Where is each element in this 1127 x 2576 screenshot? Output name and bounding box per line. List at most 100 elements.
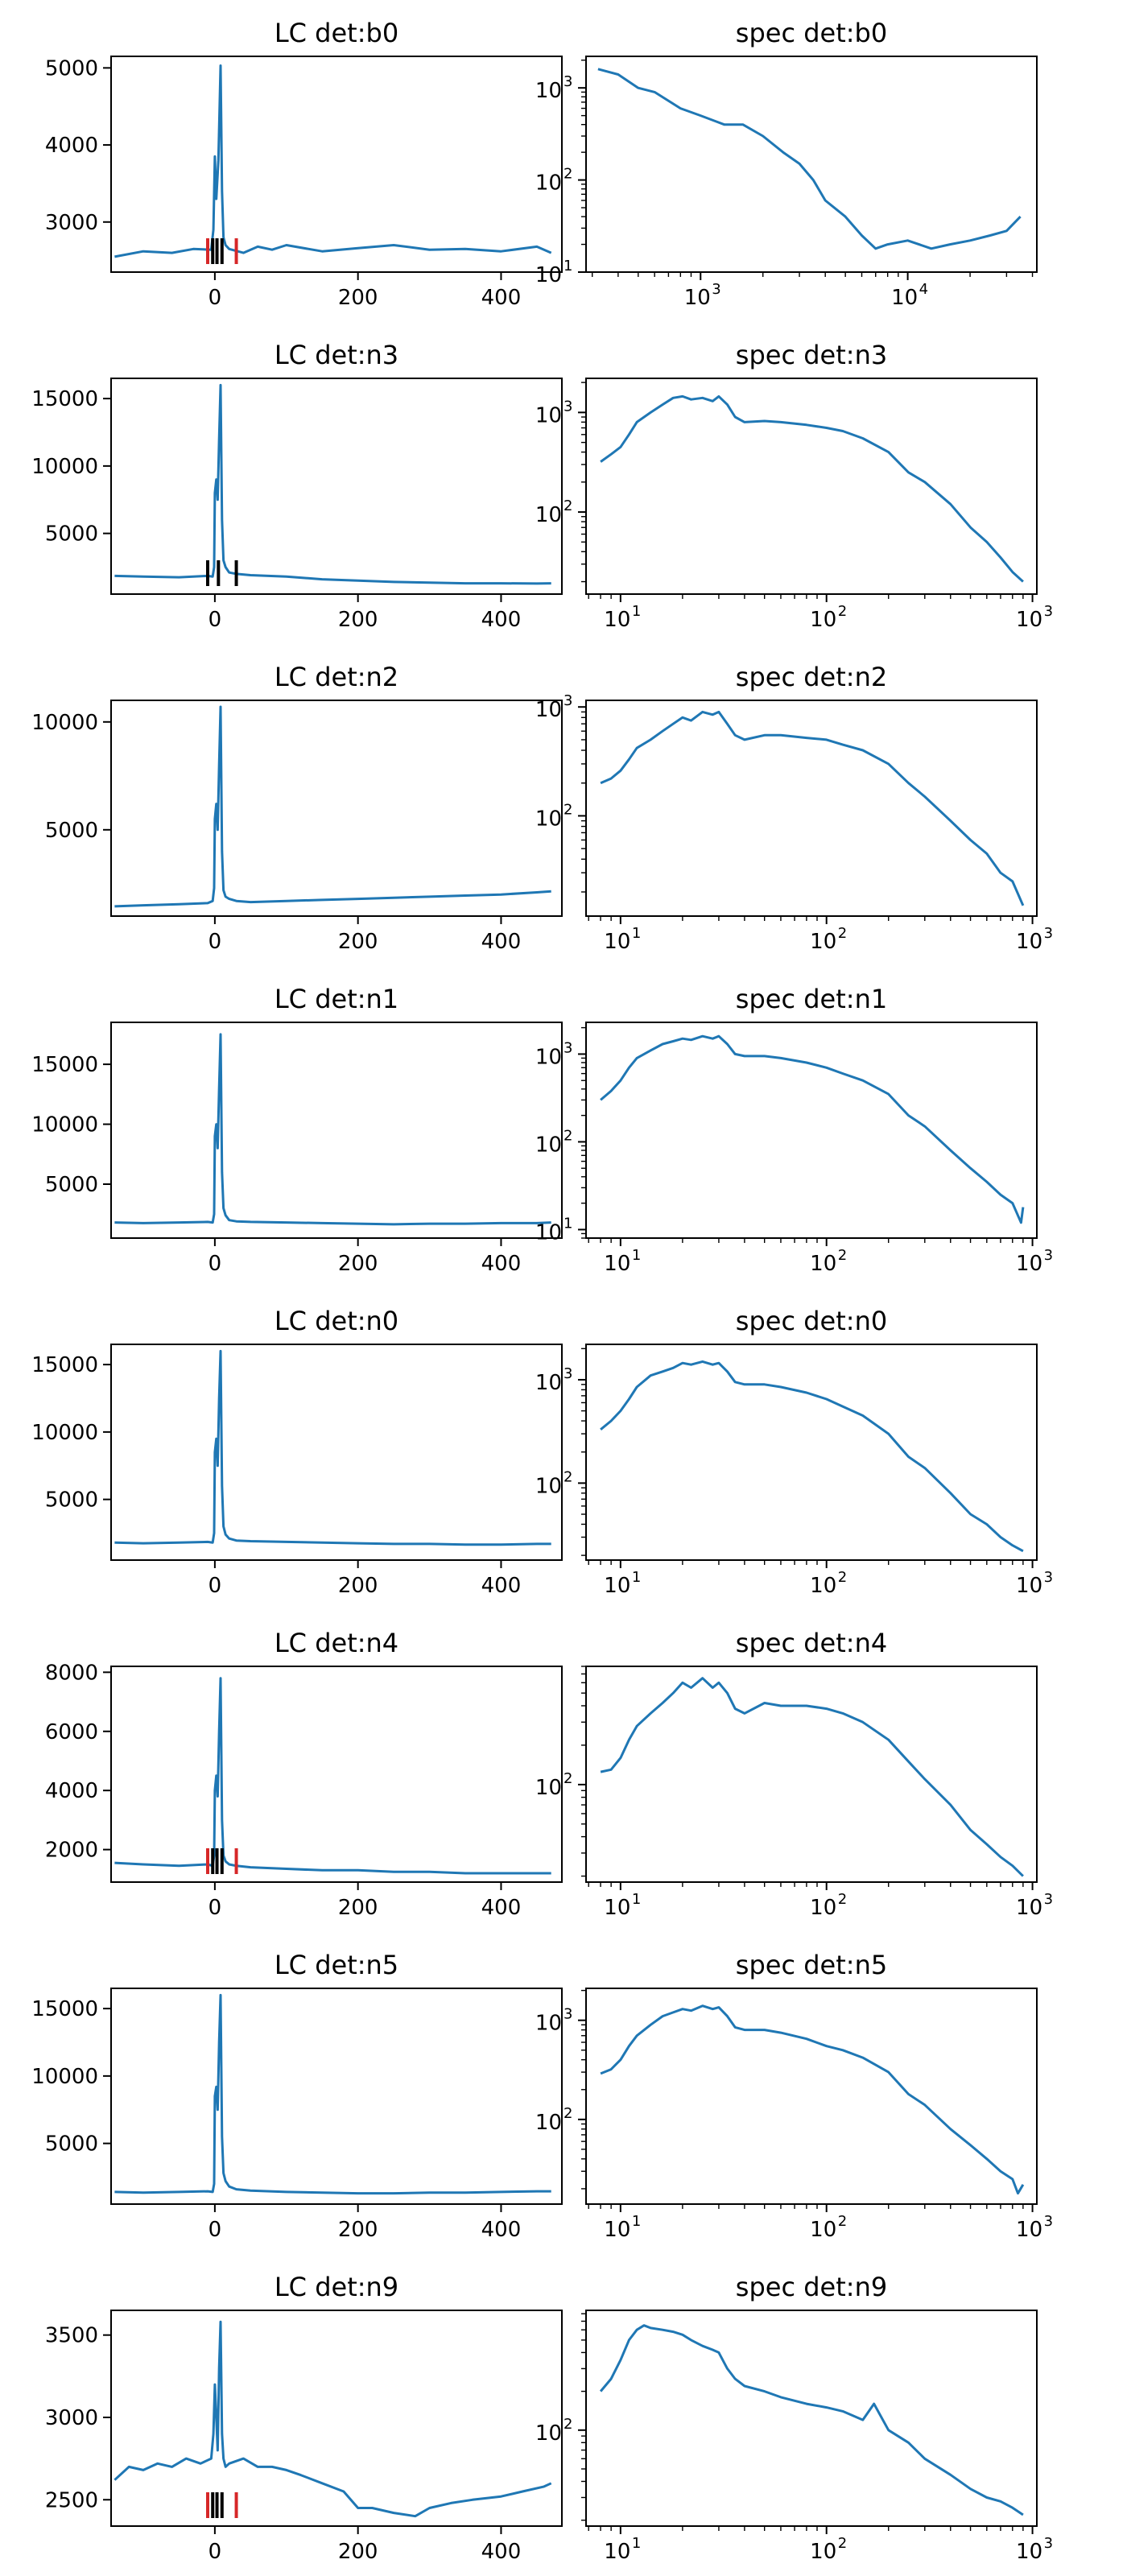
subplot-title: spec det:n5: [736, 1950, 887, 1980]
series-line-0: [114, 383, 551, 585]
x-tick-label: 10: [810, 608, 836, 632]
x-tick-exponent: 2: [838, 1569, 847, 1586]
x-tick-exponent: 2: [838, 2535, 847, 2552]
x-tick-label: 400: [481, 1896, 522, 1920]
x-tick-exponent: 2: [838, 2213, 847, 2230]
y-tick-label: 10: [535, 1474, 562, 1498]
y-tick-label: 10: [535, 807, 562, 831]
y-tick-label: 10: [535, 1133, 562, 1157]
subplot-0: LC det:b0 0 200 400 3000 4000 5000: [45, 18, 563, 310]
y-tick-label: 3500: [45, 2324, 98, 2348]
x-tick-exponent: 1: [632, 2535, 641, 2552]
x-tick-label: 10: [604, 1252, 630, 1276]
y-tick-exponent: 3: [564, 73, 572, 90]
axes-frame: [110, 56, 563, 273]
y-tick-exponent: 2: [564, 2416, 572, 2433]
series-line-0: [597, 68, 1022, 250]
y-tick-exponent: 2: [564, 1127, 572, 1144]
y-tick-exponent: 1: [564, 258, 572, 275]
x-tick-label: 10: [810, 930, 836, 954]
y-tick-label: 5000: [45, 1173, 98, 1197]
y-tick-exponent: 2: [564, 801, 572, 818]
x-tick-label: 0: [208, 2218, 222, 2242]
x-tick-label: 10: [684, 286, 711, 310]
x-tick-label: 10: [604, 1896, 630, 1920]
series-line-0: [599, 2324, 1024, 2516]
y-tick-exponent: 2: [564, 497, 572, 514]
x-tick-label: 0: [208, 930, 222, 954]
y-tick-label: 5000: [45, 819, 98, 843]
x-tick-label: 400: [481, 1574, 522, 1598]
y-tick-label: 10: [535, 503, 562, 527]
x-tick-exponent: 1: [632, 1247, 641, 1264]
x-tick-label: 0: [208, 608, 222, 632]
axes-frame: [110, 2310, 563, 2527]
subplot-title: spec det:n2: [736, 662, 887, 692]
y-tick-label: 15000: [31, 1353, 98, 1377]
x-tick-label: 400: [481, 2218, 522, 2242]
x-tick-exponent: 1: [632, 925, 641, 942]
subplot-2: LC det:n3 0 200 400 5000 10000 15000: [31, 340, 563, 632]
subplot-14: LC det:n9 0 200 400 2500 3000 3500: [45, 2272, 563, 2564]
y-tick-label: 10: [535, 403, 562, 427]
x-tick-label: 10: [1016, 2218, 1042, 2242]
x-tick-exponent: 2: [838, 1891, 847, 1908]
y-tick-label: 4000: [45, 1779, 98, 1803]
x-tick-label: 0: [208, 1896, 222, 1920]
subplot-title: LC det:n3: [275, 340, 398, 370]
y-tick-label: 10000: [31, 2065, 98, 2089]
series-line-0: [114, 1033, 551, 1226]
x-tick-exponent: 1: [632, 1569, 641, 1586]
y-tick-exponent: 2: [564, 2105, 572, 2122]
series-line-0: [600, 2004, 1025, 2195]
y-tick-label: 10: [535, 263, 562, 287]
axes-frame: [110, 1666, 563, 1883]
y-tick-exponent: 1: [564, 1215, 572, 1232]
x-tick-exponent: 2: [838, 1247, 847, 1264]
axes-frame: [585, 378, 1038, 595]
series-line-0: [600, 394, 1024, 583]
y-tick-label: 5000: [45, 522, 98, 547]
y-tick-label: 2000: [45, 1839, 98, 1863]
y-tick-label: 3000: [45, 2406, 98, 2430]
x-tick-label: 400: [481, 930, 522, 954]
y-tick-label: 10: [535, 171, 562, 196]
subplot-title: LC det:n2: [275, 662, 398, 692]
x-tick-label: 10: [604, 2540, 630, 2564]
x-tick-label: 0: [208, 2540, 222, 2564]
y-tick-label: 15000: [31, 387, 98, 411]
y-tick-label: 5000: [45, 56, 98, 80]
x-tick-exponent: 3: [1044, 2535, 1053, 2552]
axes-frame: [585, 700, 1038, 917]
series-line-0: [600, 1360, 1024, 1553]
x-tick-label: 400: [481, 2540, 522, 2564]
y-tick-label: 15000: [31, 1053, 98, 1077]
axes-frame: [110, 700, 563, 917]
y-tick-label: 10000: [31, 1421, 98, 1445]
y-tick-exponent: 3: [564, 1365, 572, 1382]
x-tick-label: 400: [481, 286, 522, 310]
subplot-6: LC det:n1 0 200 400 5000 10000 15000: [31, 984, 563, 1276]
y-tick-label: 10000: [31, 1113, 98, 1137]
x-tick-label: 10: [1016, 1252, 1042, 1276]
y-tick-label: 10: [535, 1045, 562, 1069]
series-line-0: [114, 1349, 551, 1546]
x-tick-label: 10: [810, 1896, 836, 1920]
series-line-0: [600, 710, 1025, 906]
x-tick-label: 200: [338, 608, 378, 632]
y-tick-exponent: 3: [564, 398, 572, 415]
y-tick-label: 10000: [31, 455, 98, 479]
x-tick-exponent: 3: [1044, 603, 1053, 620]
x-tick-label: 200: [338, 1896, 378, 1920]
subplot-title: LC det:n9: [275, 2272, 398, 2302]
y-tick-label: 10: [535, 2012, 562, 2036]
series-line-0: [600, 1034, 1025, 1224]
y-tick-label: 10000: [31, 711, 98, 735]
series-line-0: [600, 1677, 1024, 1877]
series-line-0: [114, 1677, 551, 1875]
axes-frame: [585, 1344, 1038, 1561]
y-tick-exponent: 3: [564, 1039, 572, 1056]
